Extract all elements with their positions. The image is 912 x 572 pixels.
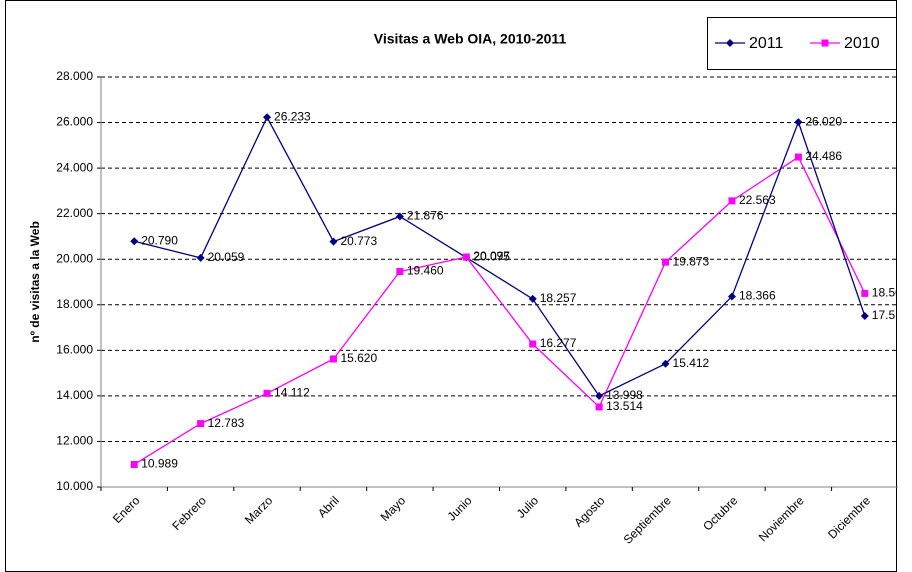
plot: 20.790 20.059 26.233 20.773 21.876 20.075 18.2…: [101, 76, 909, 471]
data-label: 14.112: [274, 386, 310, 400]
data-label: 19.460: [407, 264, 444, 278]
data-label: 18.500: [872, 286, 909, 300]
data-label: 16.277: [540, 336, 577, 350]
data-label: 20.790: [141, 233, 178, 247]
data-label: 22.563: [739, 193, 776, 207]
marker: [130, 237, 139, 246]
data-label: 24.486: [805, 149, 842, 163]
marker: [263, 113, 272, 122]
data-label: 20.097: [473, 249, 510, 263]
data-label: 21.876: [407, 209, 444, 223]
marker: [329, 355, 337, 363]
series-line: [133, 156, 866, 466]
marker: [395, 212, 404, 221]
marker: [528, 294, 537, 303]
marker: [860, 311, 869, 320]
y-tick-label: 12.000: [56, 434, 93, 448]
legend-label: 2010: [844, 35, 880, 52]
data-label: 18.366: [739, 289, 776, 303]
y-tick-label: 22.000: [56, 206, 93, 220]
data-label: 13.998: [606, 388, 643, 402]
marker: [728, 197, 736, 205]
series-line: [134, 115, 866, 397]
marker: [263, 389, 271, 397]
marker: [329, 237, 338, 246]
marker: [595, 391, 604, 400]
marker: [196, 253, 205, 262]
y-tick-label: 28.000: [56, 69, 93, 83]
y-tick-label: 10.000: [56, 479, 93, 493]
y-axis-title: nº de visitas a la Web: [28, 221, 42, 343]
marker: [794, 153, 802, 161]
marker: [861, 289, 869, 297]
data-label: 13.514: [606, 399, 643, 413]
chart-frame: [5, 0, 897, 572]
data-label: 15.412: [673, 356, 710, 370]
y-tick-label: 24.000: [56, 160, 93, 174]
y-tick-label: 14.000: [56, 388, 93, 402]
marker: [726, 39, 734, 47]
marker: [727, 292, 736, 301]
y-tick-label: 20.000: [56, 251, 93, 265]
legend-label: 2011: [749, 35, 784, 52]
marker: [821, 39, 829, 47]
data-label: 20.075: [473, 250, 510, 264]
y-tick-label: 16.000: [56, 343, 93, 357]
chart-title: Visitas a Web OIA, 2010-2011: [374, 31, 567, 47]
marker: [662, 258, 670, 266]
data-label: 18.257: [540, 291, 577, 305]
y-tick-label: 26.000: [56, 115, 93, 129]
marker: [396, 268, 404, 276]
data-label: 15.620: [340, 351, 377, 365]
marker: [529, 340, 537, 348]
marker: [130, 460, 138, 468]
data-label: 26.020: [805, 114, 842, 128]
data-label: 10.989: [141, 457, 178, 471]
data-label: 17.510: [872, 308, 909, 322]
data-label: 26.233: [274, 109, 311, 123]
marker: [661, 359, 670, 368]
marker: [462, 253, 470, 261]
marker: [794, 118, 803, 127]
legend: 2011 2010: [707, 17, 897, 70]
data-label: 19.873: [673, 254, 710, 268]
marker: [197, 420, 205, 428]
data-label: 20.059: [208, 250, 245, 264]
data-label: 12.783: [208, 416, 245, 430]
marker: [595, 403, 603, 411]
y-tick-label: 18.000: [56, 297, 93, 311]
data-label: 20.773: [340, 234, 377, 248]
